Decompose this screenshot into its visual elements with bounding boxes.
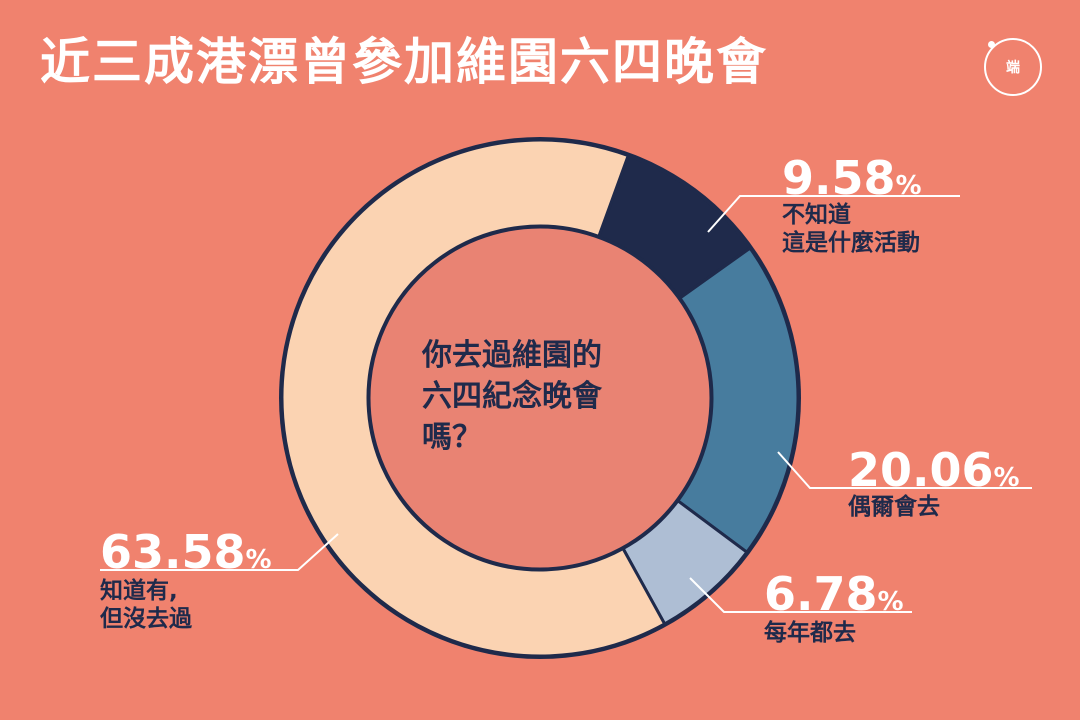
logo-text: 端 <box>1006 60 1020 76</box>
slice-label-3-0: 知道有, <box>100 577 178 604</box>
slice-label-3-1: 但沒去過 <box>100 605 193 632</box>
slice-value-2: 6.78% <box>764 567 904 621</box>
slice-value-sign-0: % <box>896 171 922 201</box>
leader-line-3 <box>100 533 339 571</box>
center-question-line-1: 六四紀念晚會 <box>422 379 603 414</box>
slice-label-0-1: 這是什麼活動 <box>782 229 920 256</box>
slice-value-sign-3: % <box>246 545 272 575</box>
brand-logo: 端 <box>984 38 1042 96</box>
slice-value-sign-1: % <box>994 463 1020 493</box>
slice-label-2-0: 每年都去 <box>764 619 856 646</box>
slice-value-number-0: 9.58 <box>782 151 896 205</box>
donut-center <box>367 225 713 571</box>
leader-line-0 <box>707 195 960 233</box>
slice-label-0-0: 不知道 <box>782 201 851 228</box>
slice-value-sign-2: % <box>878 587 904 617</box>
center-question-line-0: 你去過維園的 <box>421 338 602 373</box>
slice-value-number-3: 63.58 <box>100 525 246 579</box>
slice-value-number-1: 20.06 <box>848 443 994 497</box>
leader-line-1 <box>777 451 1032 489</box>
slice-label-1-0: 偶爾會去 <box>848 493 940 520</box>
logo-dot-icon <box>988 41 995 48</box>
leader-line-2 <box>689 577 912 613</box>
slice-value-number-2: 6.78 <box>764 567 878 621</box>
slice-value-3: 63.58% <box>100 525 272 579</box>
slice-value-1: 20.06% <box>848 443 1020 497</box>
chart-title: 近三成港漂曾參加維園六四晚會 <box>40 33 768 91</box>
center-question-line-2: 嗎？ <box>422 420 482 455</box>
slice-value-0: 9.58% <box>782 151 922 205</box>
